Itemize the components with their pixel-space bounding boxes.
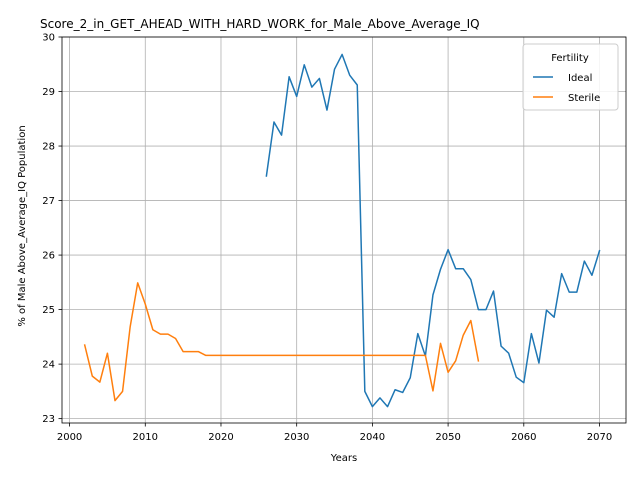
y-axis-label: % of Male Above_Average_IQ Population [17,125,28,326]
legend-label-sterile: Sterile [568,93,600,104]
legend-title: Fertility [551,53,589,64]
x-tick-label: 2040 [360,432,385,443]
x-tick-label: 2020 [208,432,233,443]
y-tick-label: 30 [42,33,55,44]
x-tick-label: 2060 [511,432,536,443]
y-tick-label: 24 [42,360,55,371]
x-tick-label: 2070 [587,432,612,443]
x-tick-label: 2030 [284,432,309,443]
x-tick-label: 2010 [133,432,158,443]
y-tick-label: 25 [42,305,55,316]
plot-area [85,54,600,406]
x-tick-label: 2050 [435,432,460,443]
y-tick-label: 23 [42,414,55,425]
x-axis: 2000 2010 2020 2030 2040 2050 2060 2070 [57,423,612,443]
y-tick-label: 29 [42,87,55,98]
y-tick-label: 27 [42,196,55,207]
y-tick-label: 28 [42,142,55,153]
legend-label-ideal: Ideal [568,73,592,84]
x-tick-label: 2000 [57,432,82,443]
y-axis: 23 24 25 26 27 28 29 30 [42,33,62,426]
x-axis-label: Years [330,453,357,464]
legend: Fertility Ideal Sterile [523,44,618,110]
y-tick-label: 26 [42,251,55,262]
chart-title: Score_2_in_GET_AHEAD_WITH_HARD_WORK_for_… [40,17,480,31]
series-line-sterile [85,283,479,401]
